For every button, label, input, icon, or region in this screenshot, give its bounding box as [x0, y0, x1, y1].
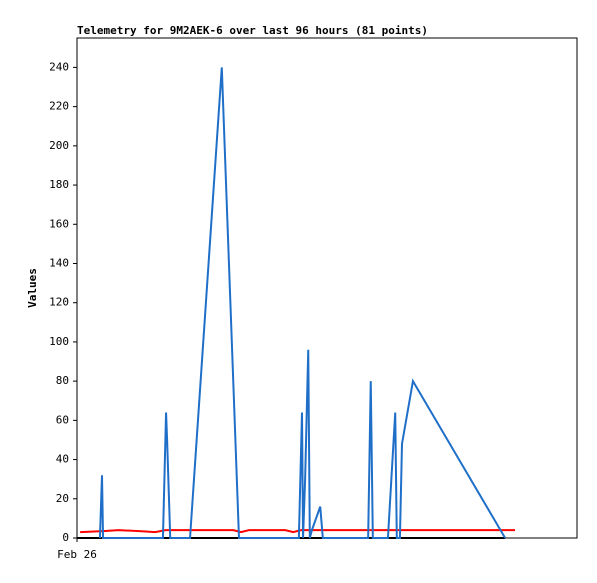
y-tick-label: 240: [49, 60, 69, 73]
y-tick-label: 0: [62, 531, 69, 544]
y-tick-label: 20: [56, 492, 69, 505]
data-line: [98, 67, 506, 539]
y-tick-label: 160: [49, 217, 69, 230]
y-axis-label: Values: [26, 268, 39, 308]
x-tick-label: Feb 26: [57, 548, 97, 561]
y-tick-label: 60: [56, 413, 69, 426]
y-tick-label: 80: [56, 374, 69, 387]
y-tick-label: 120: [49, 296, 69, 309]
y-tick-label: 100: [49, 335, 69, 348]
data-line: [80, 529, 516, 534]
y-tick-label: 180: [49, 178, 69, 191]
plot-frame: [76, 37, 578, 539]
y-tick-label: 40: [56, 453, 69, 466]
y-tick-label: 140: [49, 256, 69, 269]
chart-title: Telemetry for 9M2AEK-6 over last 96 hour…: [77, 24, 428, 37]
y-tick-label: 200: [49, 139, 69, 152]
y-tick-label: 220: [49, 100, 69, 113]
